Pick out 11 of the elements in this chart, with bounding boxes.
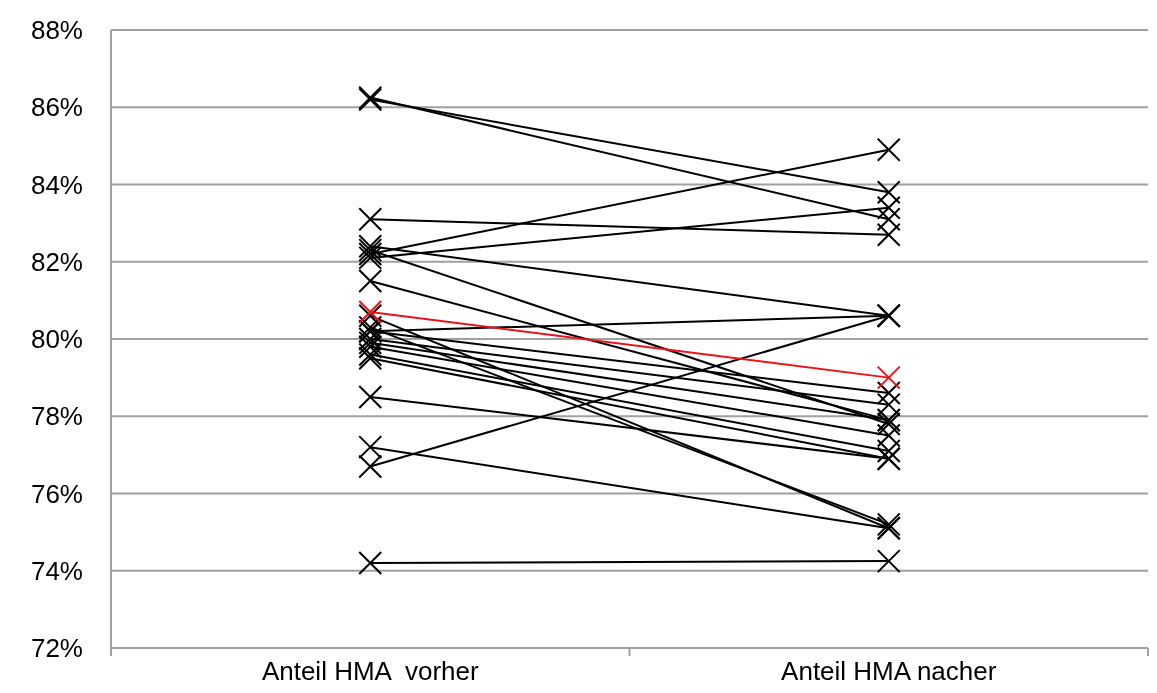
y-tick-label: 80%	[30, 324, 83, 355]
y-tick-label: 84%	[30, 169, 83, 200]
y-tick-label: 72%	[30, 633, 83, 664]
y-tick-label: 74%	[30, 555, 83, 586]
x-tick-label: Anteil HMA nacher	[781, 656, 997, 686]
y-tick-label: 78%	[30, 401, 83, 432]
y-tick-label: 88%	[30, 15, 83, 46]
x-tick-label: Anteil HMA vorher	[261, 656, 479, 686]
y-tick-label: 76%	[30, 478, 83, 509]
y-tick-label: 82%	[30, 246, 83, 277]
y-tick-label: 86%	[30, 92, 83, 123]
